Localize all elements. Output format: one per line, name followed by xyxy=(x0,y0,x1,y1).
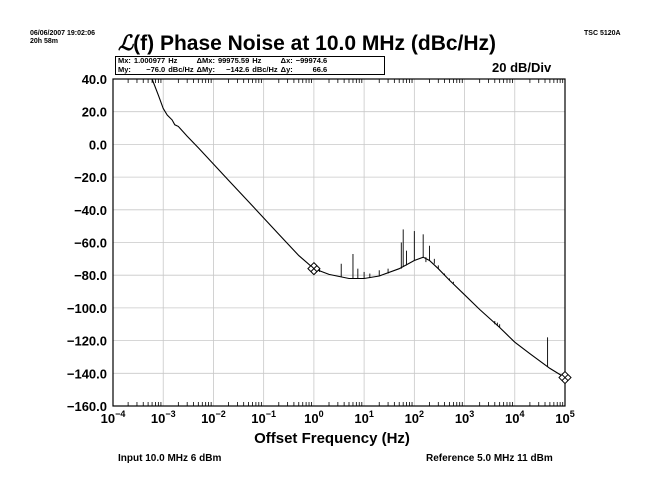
x-axis-tick-labels: 10−4 10−3 10−2 10−1 100 101 102 103 104 105 xyxy=(101,409,575,426)
x-tick-label: 103 xyxy=(455,409,474,426)
y-tick-label: −100.0 xyxy=(67,301,107,316)
x-tick-label: 10−3 xyxy=(151,409,176,426)
spurs xyxy=(320,229,548,366)
y-tick-label: −140.0 xyxy=(67,366,107,381)
y-axis-tick-labels: 40.0 20.0 0.0 −20.0 −40.0 −60.0 −80.0 −100.0 −12… xyxy=(67,72,107,414)
markers xyxy=(308,263,571,384)
x-tick-label: 100 xyxy=(304,409,323,426)
grid xyxy=(113,79,565,406)
x-axis-title: Offset Frequency (Hz) xyxy=(0,430,650,447)
y-tick-label: 40.0 xyxy=(82,72,107,87)
y-tick-label: −40.0 xyxy=(74,203,107,218)
y-tick-label: 0.0 xyxy=(89,137,107,152)
y-tick-label: −80.0 xyxy=(74,268,107,283)
x-tick-label: 104 xyxy=(505,409,524,426)
x-tick-label: 101 xyxy=(354,409,373,426)
x-tick-label: 10−1 xyxy=(251,409,276,426)
phase-noise-trace xyxy=(152,79,565,378)
x-tick-label: 105 xyxy=(555,409,574,426)
reference-info: Reference 5.0 MHz 11 dBm xyxy=(426,453,553,464)
x-tick-label: 10−2 xyxy=(201,409,226,426)
y-tick-label: −60.0 xyxy=(74,236,107,251)
y-tick-label: 20.0 xyxy=(82,105,107,120)
y-tick-label: −120.0 xyxy=(67,334,107,349)
x-tick-label: 102 xyxy=(405,409,424,426)
y-tick-label: −20.0 xyxy=(74,170,107,185)
input-info: Input 10.0 MHz 6 dBm xyxy=(118,453,221,464)
x-tick-label: 10−4 xyxy=(101,409,126,426)
